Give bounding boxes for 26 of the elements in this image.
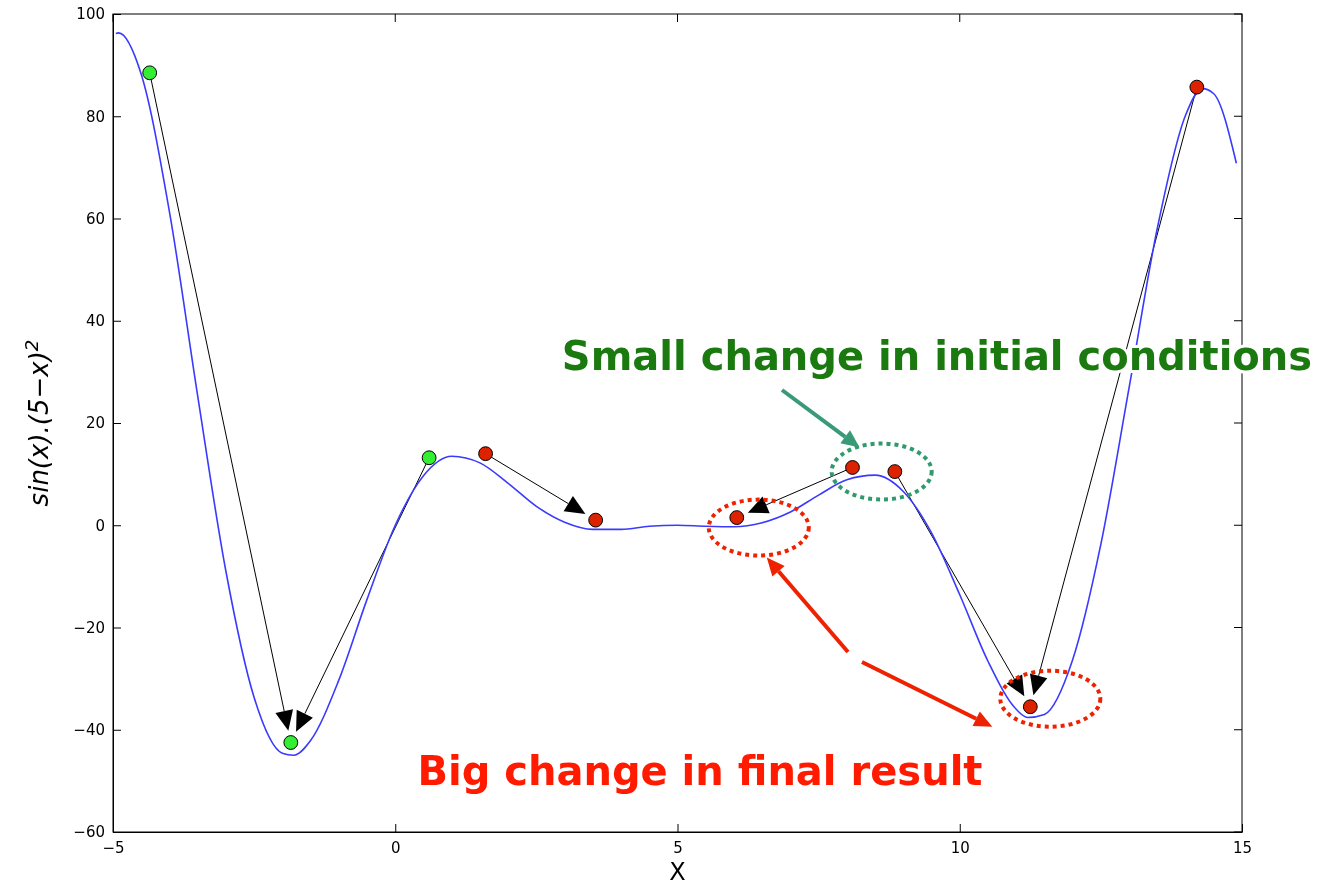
y-tick-label: −40 (73, 721, 105, 740)
y-tick-label: 40 (85, 312, 105, 331)
point (478, 446, 493, 462)
point (421, 450, 437, 466)
y-tick-label: −20 (73, 618, 105, 637)
point (887, 464, 903, 479)
point (142, 65, 158, 81)
x-axis-title: X (669, 858, 686, 883)
x-tick-label: 10 (950, 838, 970, 857)
y-tick-label: 0 (95, 516, 105, 535)
point (1189, 79, 1205, 95)
point (729, 510, 745, 525)
x-tick-label: 15 (1232, 838, 1253, 857)
x-tick-label: 5 (673, 838, 683, 857)
annotation: Big change in final result (417, 748, 983, 794)
point (283, 735, 299, 750)
y-tick-label: 100 (76, 5, 105, 24)
y-tick-label: 60 (85, 209, 105, 228)
x-tick-label: 0 (390, 838, 401, 857)
point (845, 460, 860, 475)
y-tick-label: 20 (85, 414, 105, 433)
point (1022, 699, 1038, 715)
x-tick-label: −5 (102, 838, 125, 857)
point (588, 512, 604, 528)
y-tick-label: 80 (85, 107, 105, 126)
y-tick-label: −60 (73, 823, 105, 842)
